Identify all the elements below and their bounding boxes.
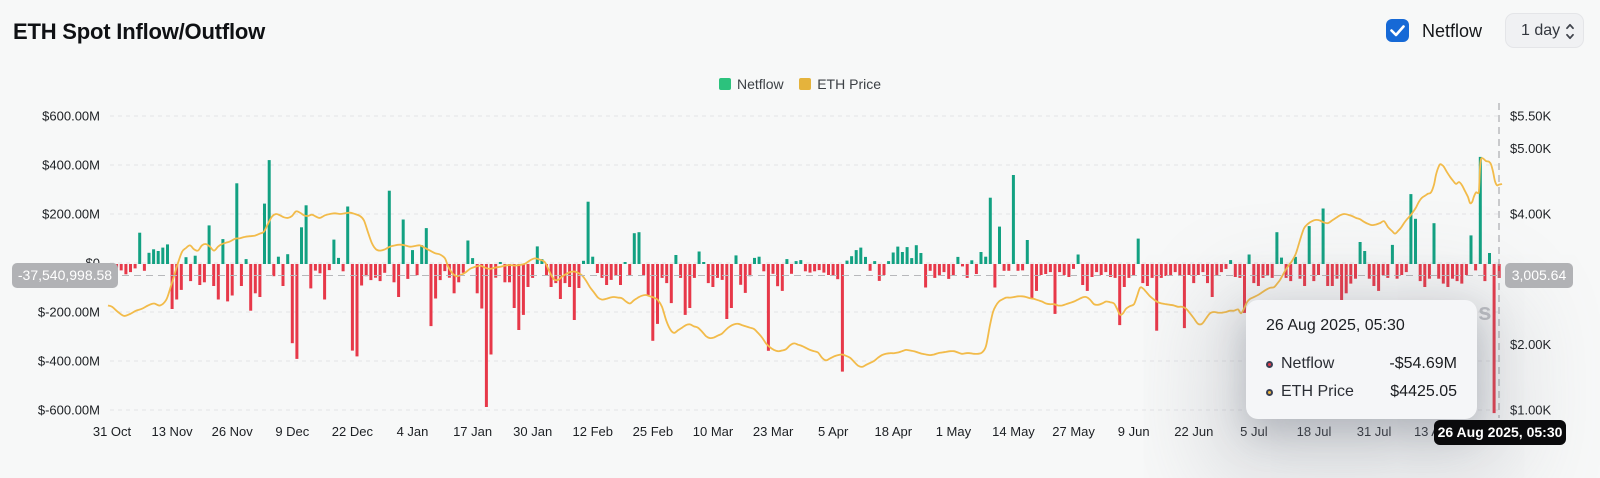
svg-text:9 Jun: 9 Jun [1118,424,1150,439]
svg-text:13 Nov: 13 Nov [151,424,193,439]
svg-text:27 May: 27 May [1052,424,1095,439]
svg-text:22 Jun: 22 Jun [1174,424,1213,439]
svg-text:26 Nov: 26 Nov [212,424,254,439]
svg-text:18 Apr: 18 Apr [875,424,913,439]
svg-text:$-600.00M: $-600.00M [38,403,100,418]
svg-text:18 Jul: 18 Jul [1297,424,1332,439]
svg-text:$2.00K: $2.00K [1510,337,1552,352]
svg-text:12 Feb: 12 Feb [573,424,613,439]
svg-text:4 Jan: 4 Jan [397,424,429,439]
svg-text:17 Jan: 17 Jan [453,424,492,439]
svg-text:30 Jan: 30 Jan [513,424,552,439]
svg-text:$5.50K: $5.50K [1510,109,1552,124]
svg-text:$400.00M: $400.00M [42,158,100,173]
svg-text:1 May: 1 May [936,424,972,439]
svg-text:14 May: 14 May [992,424,1035,439]
svg-text:$600.00M: $600.00M [42,109,100,124]
svg-text:5 Jul: 5 Jul [1240,424,1268,439]
svg-text:22 Dec: 22 Dec [332,424,374,439]
svg-text:5 Apr: 5 Apr [818,424,849,439]
svg-text:$5.00K: $5.00K [1510,141,1552,156]
svg-text:31 Oct: 31 Oct [93,424,132,439]
svg-text:$1.00K: $1.00K [1510,403,1552,418]
svg-text:9 Dec: 9 Dec [275,424,309,439]
svg-text:$200.00M: $200.00M [42,207,100,222]
svg-text:$4.00K: $4.00K [1510,207,1552,222]
svg-text:31 Jul: 31 Jul [1357,424,1392,439]
svg-text:$-200.00M: $-200.00M [38,305,100,320]
svg-text:23 Mar: 23 Mar [753,424,794,439]
svg-text:25 Feb: 25 Feb [633,424,673,439]
svg-text:$-400.00M: $-400.00M [38,354,100,369]
svg-text:10 Mar: 10 Mar [693,424,734,439]
